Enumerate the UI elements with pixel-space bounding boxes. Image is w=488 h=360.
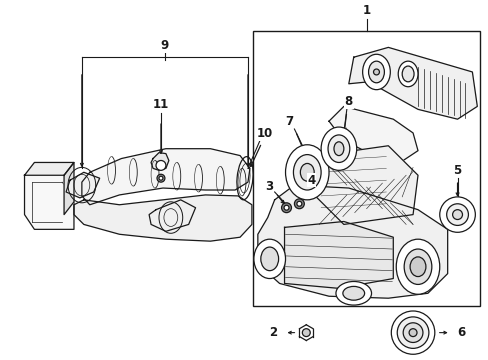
Text: 7: 7: [285, 114, 293, 128]
Ellipse shape: [395, 239, 439, 294]
Text: 6: 6: [456, 326, 465, 339]
Circle shape: [159, 176, 163, 180]
Ellipse shape: [327, 135, 349, 162]
Polygon shape: [284, 221, 392, 288]
Ellipse shape: [260, 247, 278, 271]
Polygon shape: [149, 200, 195, 231]
Circle shape: [373, 69, 379, 75]
Ellipse shape: [404, 249, 431, 284]
Polygon shape: [24, 175, 74, 229]
Text: 1: 1: [362, 4, 370, 18]
Circle shape: [446, 204, 468, 225]
Polygon shape: [74, 195, 251, 241]
Circle shape: [157, 174, 164, 182]
Text: 11: 11: [153, 98, 169, 111]
Circle shape: [281, 203, 291, 213]
Ellipse shape: [335, 282, 371, 305]
Text: 8: 8: [344, 95, 352, 108]
Text: 10: 10: [256, 127, 272, 140]
Ellipse shape: [253, 239, 285, 279]
Polygon shape: [314, 146, 417, 224]
Polygon shape: [66, 172, 100, 198]
Ellipse shape: [362, 54, 389, 90]
Text: 5: 5: [452, 164, 461, 177]
Circle shape: [402, 323, 422, 342]
Circle shape: [156, 161, 165, 170]
Circle shape: [284, 205, 288, 210]
Ellipse shape: [321, 127, 356, 170]
Ellipse shape: [397, 61, 417, 87]
Text: 2: 2: [269, 326, 277, 339]
Polygon shape: [151, 153, 168, 170]
Polygon shape: [81, 149, 249, 205]
Circle shape: [396, 317, 428, 348]
Text: 9: 9: [161, 39, 169, 52]
Ellipse shape: [368, 61, 384, 83]
Circle shape: [452, 210, 462, 220]
Polygon shape: [348, 48, 476, 119]
Circle shape: [390, 311, 434, 354]
Ellipse shape: [300, 163, 314, 181]
Circle shape: [302, 329, 309, 337]
Bar: [252, 31, 479, 306]
Circle shape: [296, 201, 301, 206]
Polygon shape: [257, 185, 447, 298]
Ellipse shape: [342, 287, 364, 300]
Ellipse shape: [293, 154, 321, 190]
Polygon shape: [24, 162, 74, 175]
Ellipse shape: [401, 66, 413, 82]
Circle shape: [294, 199, 304, 209]
Circle shape: [408, 329, 416, 337]
Text: 3: 3: [265, 180, 273, 193]
Ellipse shape: [333, 142, 343, 156]
Circle shape: [439, 197, 474, 232]
Polygon shape: [328, 107, 417, 161]
Ellipse shape: [409, 257, 425, 276]
Text: 4: 4: [306, 174, 315, 187]
Polygon shape: [64, 162, 74, 215]
Ellipse shape: [285, 145, 328, 200]
